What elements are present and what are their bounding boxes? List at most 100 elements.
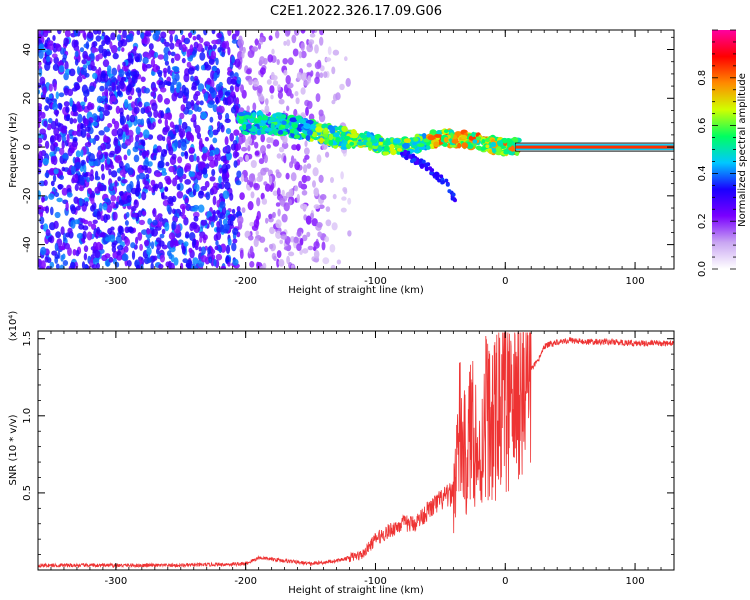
noise-speck bbox=[261, 198, 268, 205]
noise-speck bbox=[109, 182, 114, 190]
noise-speck bbox=[272, 211, 276, 219]
noise-speck bbox=[98, 232, 106, 238]
noise-speck bbox=[138, 101, 143, 108]
noise-speck bbox=[44, 256, 49, 263]
ridge-speck bbox=[503, 150, 509, 155]
ridge-speck bbox=[370, 138, 378, 144]
noise-speck bbox=[183, 37, 191, 45]
noise-speck bbox=[58, 65, 65, 73]
noise-speck bbox=[103, 109, 110, 116]
noise-speck bbox=[260, 145, 266, 154]
noise-speck bbox=[83, 219, 89, 225]
noise-speck bbox=[169, 34, 173, 43]
noise-speck bbox=[248, 173, 256, 183]
noise-speck bbox=[241, 207, 246, 214]
noise-speck bbox=[242, 47, 246, 54]
noise-speck bbox=[300, 203, 307, 210]
noise-speck bbox=[104, 36, 111, 45]
noise-speck bbox=[111, 246, 117, 253]
noise-speck bbox=[163, 70, 167, 78]
noise-speck bbox=[91, 47, 96, 54]
noise-speck bbox=[107, 228, 112, 235]
noise-speck bbox=[167, 112, 173, 121]
noise-speck bbox=[89, 174, 95, 182]
noise-speck bbox=[283, 155, 287, 164]
noise-speck bbox=[227, 238, 232, 246]
noise-speck bbox=[181, 44, 187, 53]
noise-speck bbox=[171, 208, 176, 215]
x-tick-label: -200 bbox=[234, 276, 257, 287]
spectrogram-x-label: Height of straight line (km) bbox=[288, 285, 424, 296]
noise-speck bbox=[127, 95, 133, 101]
noise-speck bbox=[121, 179, 128, 184]
noise-speck bbox=[275, 30, 280, 39]
noise-speck bbox=[193, 75, 199, 81]
noise-speck bbox=[38, 190, 41, 200]
noise-speck bbox=[347, 197, 352, 205]
x-tick-label: 100 bbox=[626, 276, 645, 287]
noise-speck bbox=[99, 85, 105, 92]
noise-speck bbox=[101, 173, 105, 181]
noise-speck bbox=[277, 208, 281, 217]
noise-speck bbox=[253, 219, 260, 228]
noise-speck bbox=[194, 124, 201, 134]
noise-speck bbox=[173, 257, 179, 266]
ridge-speck bbox=[316, 123, 323, 128]
noise-speck bbox=[179, 112, 185, 120]
noise-speck bbox=[38, 82, 42, 89]
noise-speck bbox=[162, 127, 169, 136]
noise-speck bbox=[96, 95, 103, 104]
noise-speck bbox=[285, 172, 290, 180]
noise-speck bbox=[87, 220, 93, 227]
noise-speck bbox=[318, 174, 324, 183]
noise-speck bbox=[289, 161, 294, 169]
noise-speck bbox=[303, 80, 309, 86]
ridge-speck bbox=[274, 112, 283, 117]
noise-speck bbox=[313, 241, 320, 249]
noise-speck bbox=[39, 212, 44, 218]
noise-speck bbox=[260, 134, 266, 143]
noise-speck bbox=[54, 118, 59, 127]
noise-speck bbox=[38, 89, 41, 95]
noise-speck bbox=[56, 133, 62, 143]
ridge-speck bbox=[490, 141, 497, 148]
noise-speck bbox=[135, 56, 140, 63]
noise-speck bbox=[325, 206, 331, 212]
noise-speck bbox=[153, 154, 157, 161]
ridge-speck bbox=[271, 129, 280, 134]
noise-speck bbox=[246, 68, 252, 75]
noise-speck bbox=[286, 255, 290, 265]
noise-speck bbox=[124, 139, 132, 146]
noise-speck bbox=[62, 232, 67, 242]
noise-speck bbox=[104, 152, 108, 160]
ridge-speck bbox=[508, 146, 516, 151]
noise-speck bbox=[96, 210, 101, 220]
noise-speck bbox=[164, 41, 170, 48]
noise-speck bbox=[208, 87, 215, 94]
noise-speck bbox=[43, 120, 48, 128]
noise-speck bbox=[126, 148, 131, 156]
noise-speck bbox=[229, 61, 234, 70]
noise-speck bbox=[192, 189, 197, 196]
noise-speck bbox=[86, 56, 91, 61]
noise-speck bbox=[125, 211, 130, 218]
noise-speck bbox=[233, 95, 237, 105]
noise-speck bbox=[105, 260, 110, 267]
noise-speck bbox=[67, 88, 74, 97]
noise-speck bbox=[300, 42, 305, 51]
noise-speck bbox=[92, 72, 98, 79]
noise-speck bbox=[146, 257, 152, 264]
noise-speck bbox=[139, 243, 144, 251]
noise-speck bbox=[204, 136, 209, 142]
noise-speck bbox=[208, 130, 214, 138]
noise-speck bbox=[308, 39, 315, 45]
noise-speck bbox=[212, 195, 217, 206]
noise-speck bbox=[111, 67, 118, 77]
branch-speck bbox=[424, 166, 429, 171]
noise-speck bbox=[232, 258, 239, 266]
noise-speck bbox=[174, 124, 179, 133]
ridge-speck bbox=[315, 126, 323, 133]
noise-speck bbox=[123, 154, 128, 161]
noise-speck bbox=[168, 232, 176, 240]
noise-speck bbox=[329, 244, 336, 253]
